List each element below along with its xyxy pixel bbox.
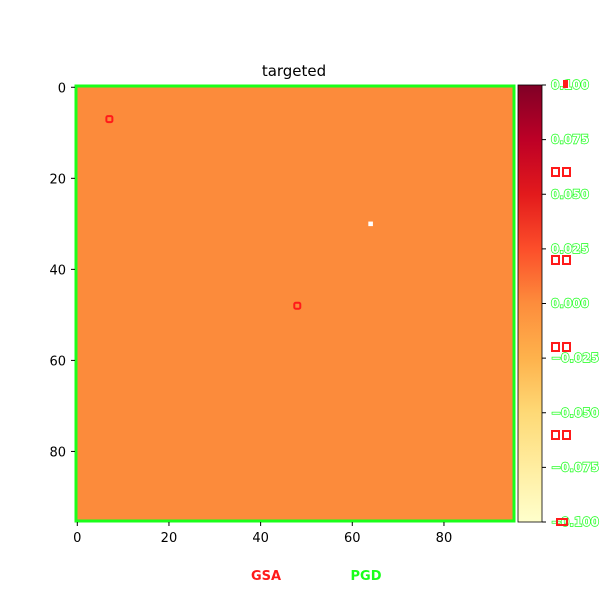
colorbar-tick-label: −0.025: [551, 351, 599, 365]
colorbar-tick-label: 0.075: [551, 133, 589, 147]
colorbar-pixel-stub: [562, 342, 571, 352]
chart-title: targeted: [262, 62, 326, 80]
attack-pixel-markers: [105, 115, 302, 310]
plot-area: [74, 84, 516, 523]
x-tick-label: 80: [436, 531, 453, 546]
colorbar-tick-label: −0.075: [551, 460, 599, 474]
x-tick-label: 40: [252, 531, 269, 546]
x-tick-label: 0: [73, 531, 81, 546]
colorbar-tick-label: −0.050: [551, 406, 599, 420]
y-tick-label: 60: [49, 354, 66, 369]
legend: GSA PGD: [251, 569, 382, 584]
y-tick-label: 40: [49, 263, 66, 278]
colorbar-pixel-stub: [562, 167, 571, 177]
colorbar-pixel-stub: [562, 255, 571, 265]
colorbar-tick-label: 0.050: [551, 187, 589, 201]
y-tick-label: 0: [58, 81, 66, 96]
colorbar-pixel-stub: [563, 80, 568, 88]
colorbar-gradient: [517, 84, 543, 523]
colorbar-pixel-stub: [551, 342, 560, 352]
colorbar-ticks: −0.100 −0.075 −0.050 −0.025 0.000 0.025 0.050 0…: [542, 77, 600, 530]
colorbar: −0.100 −0.075 −0.050 −0.025 0.000 0.025 0.050 0…: [517, 77, 600, 530]
pixel-marker-gsa: [293, 301, 302, 310]
white-pixel-layer: [368, 221, 373, 227]
colorbar-tick-label: −0.100: [551, 515, 599, 529]
x-tick-label: 20: [161, 531, 178, 546]
pgd-frame: [74, 84, 516, 523]
y-axis: 0 20 40 60 80: [49, 81, 75, 460]
colorbar-pixel-stub: [551, 167, 560, 177]
white-pixel: [368, 221, 373, 227]
colorbar-tick-label: 0.100: [551, 78, 589, 92]
colorbar-pixel-stub: [562, 430, 571, 440]
colorbar-pixel-stub: [551, 430, 560, 440]
x-axis: 0 20 40 60 80: [73, 522, 452, 546]
colorbar-tick-label: 0.000: [551, 297, 589, 311]
colorbar-pixel-stubs: [551, 80, 571, 526]
colorbar-pixel-stub: [556, 518, 568, 526]
colorbar-tick-label: 0.025: [551, 242, 589, 256]
pixel-marker-gsa: [105, 115, 114, 124]
y-tick-label: 80: [49, 445, 66, 460]
y-tick-label: 20: [49, 172, 66, 187]
legend-label-gsa: GSA: [251, 569, 281, 584]
colorbar-pixel-stub: [551, 255, 560, 265]
x-tick-label: 60: [344, 531, 361, 546]
legend-label-pgd: PGD: [351, 569, 382, 584]
